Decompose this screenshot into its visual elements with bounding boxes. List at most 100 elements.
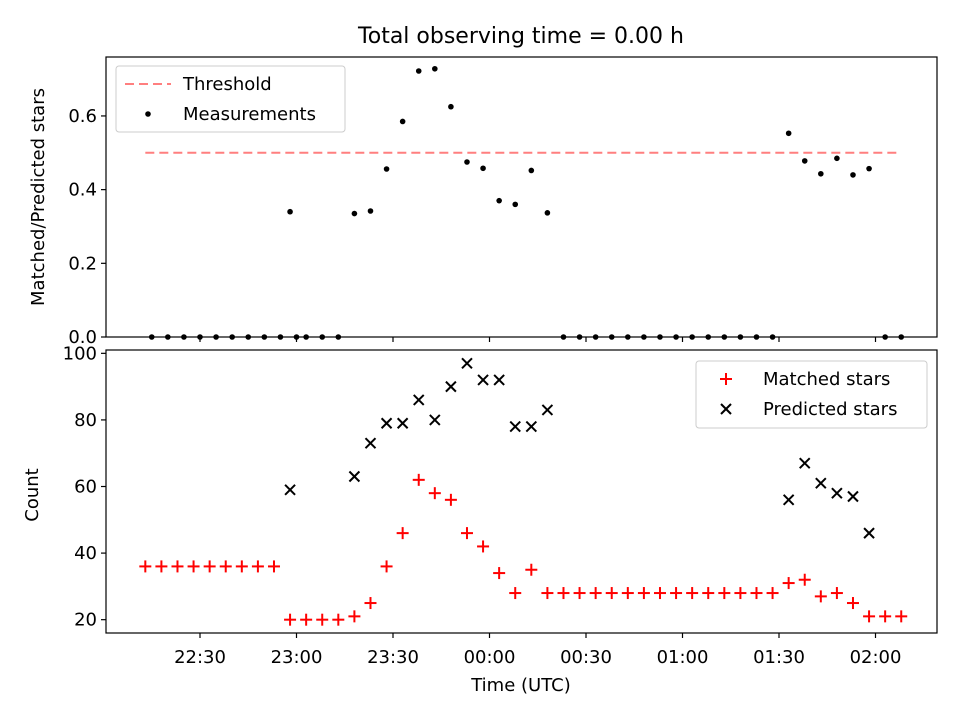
predicted-star-point [364, 437, 377, 449]
measurement-point [850, 172, 856, 178]
measurement-point [512, 201, 519, 208]
matched-star-point [219, 560, 232, 573]
measurements-legend-marker [145, 111, 151, 117]
matched-star-point [251, 560, 264, 573]
bottom-y-tick-label: 100 [63, 343, 97, 364]
top-y-tick-label: 0.4 [68, 180, 97, 201]
top-y-tick-label: 0.2 [68, 253, 97, 274]
threshold-legend-label: Threshold [182, 74, 272, 95]
matched-star-point [284, 613, 297, 626]
bottom-legend: Matched stars Predicted stars [695, 360, 928, 429]
matched-star-point [332, 613, 345, 626]
matched-star-point [863, 610, 876, 623]
matched-star-point [782, 577, 795, 590]
matched-star-point [525, 563, 538, 576]
matched-star-point [621, 587, 634, 600]
predicted-star-point [541, 404, 554, 416]
measurement-point [866, 165, 872, 172]
top-y-tick-label: 0.6 [68, 106, 97, 127]
predicted-star-point [477, 374, 489, 386]
matched-star-point [766, 587, 779, 600]
matched-star-point [316, 613, 329, 626]
top-axes-frame [105, 56, 938, 338]
measurement-point [432, 65, 438, 72]
predicted-star-point [461, 357, 473, 370]
matched-star-point [444, 493, 457, 506]
matched-star-point [155, 560, 168, 573]
matched-star-point [364, 597, 377, 610]
matched-star-point [734, 587, 747, 600]
measurement-point [818, 170, 824, 177]
matched-star-point [509, 587, 522, 600]
predicted-star-point [284, 484, 296, 496]
predicted-legend-marker [720, 403, 732, 415]
predicted-star-point [348, 470, 361, 483]
measurement-point [480, 165, 486, 172]
bottom-axes-frame [105, 349, 938, 634]
matched-star-point [879, 610, 892, 623]
bottom-x-tick-label: 22:30 [174, 647, 226, 668]
top-y-axis-label: Matched/Predicted stars [28, 88, 49, 306]
matched-star-point [814, 590, 827, 603]
matched-star-point [171, 560, 184, 573]
matched-star-point [830, 587, 843, 600]
predicted-star-point [509, 420, 521, 433]
bottom-x-tick-label: 23:30 [367, 647, 419, 668]
measurement-point [544, 210, 551, 216]
matched-star-point [846, 597, 859, 610]
matched-star-point [493, 567, 506, 580]
matched-star-point [477, 540, 490, 553]
matched-star-point [428, 487, 441, 500]
top-chart-title: Total observing time = 0.00 h [357, 24, 684, 49]
matched-star-point [686, 587, 699, 600]
predicted-star-point [815, 477, 827, 489]
measurement-point [351, 210, 358, 217]
matched-star-point [187, 560, 200, 573]
top-plot-area: 0.0 0.2 0.4 0.6 [68, 56, 938, 348]
measurement-point [801, 158, 808, 164]
matched-star-point [895, 610, 908, 623]
measurement-point [399, 118, 406, 125]
bottom-y-tick-label: 20 [74, 610, 97, 631]
measurement-point [785, 130, 792, 137]
matched-star-point [718, 587, 731, 600]
measurement-point [415, 68, 422, 74]
top-legend: Threshold Measurements [115, 65, 346, 133]
bottom-y-tick-label: 80 [74, 410, 97, 431]
bottom-legend-frame [695, 360, 928, 429]
predicted-star-point [445, 380, 457, 393]
predicted-star-point [429, 414, 441, 426]
bottom-y-tick-label: 40 [74, 543, 97, 564]
matched-star-point [460, 527, 473, 540]
matched-star-point [380, 560, 393, 573]
matched-star-point [267, 560, 280, 573]
matched-star-point [637, 587, 650, 600]
bottom-y-tick-label: 60 [74, 477, 97, 498]
bottom-x-tick-label: 01:30 [753, 647, 805, 668]
bottom-plot-area: 20 40 60 80 100 22:30 23:00 23:30 00:00 00:30 01:0… [63, 343, 938, 668]
predicted-star-point [831, 487, 843, 499]
measurement-point [367, 208, 374, 214]
measurement-point [496, 197, 502, 204]
measurements-legend-label: Measurements [183, 104, 316, 125]
predicted-legend-label: Predicted stars [763, 399, 897, 420]
predicted-star-point [413, 394, 425, 406]
matched-star-point [605, 587, 618, 600]
matched-star-point [396, 527, 409, 540]
bottom-x-tick-label: 00:00 [464, 647, 516, 668]
matched-star-point [300, 613, 313, 626]
predicted-star-point [782, 494, 795, 506]
bottom-y-axis-label: Count [22, 468, 43, 521]
measurement-point [834, 155, 840, 162]
matched-legend-marker [720, 373, 732, 385]
bottom-x-tick-label: 02:00 [850, 647, 902, 668]
top-legend-frame [115, 65, 346, 133]
measurement-point [383, 166, 390, 172]
matched-star-point [798, 573, 811, 586]
measurement-point [464, 159, 470, 165]
matched-star-point [750, 587, 763, 600]
predicted-star-point [525, 420, 538, 433]
matched-star-point [541, 587, 554, 600]
matched-legend-label: Matched stars [763, 369, 890, 390]
